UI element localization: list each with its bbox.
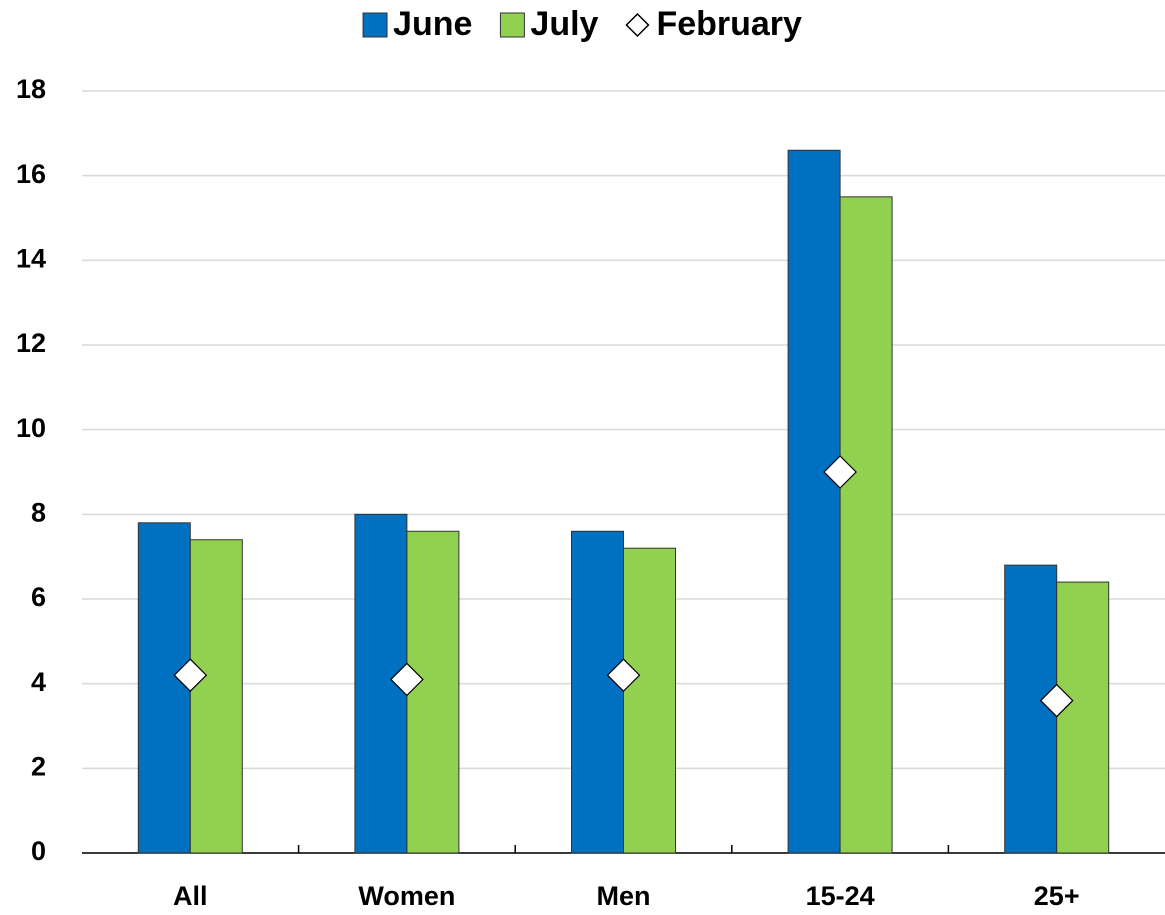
diamond-marker (1039, 683, 1074, 718)
legend-label: July (530, 5, 598, 43)
x-tick-label: Women (358, 881, 455, 911)
y-tick-label: 16 (16, 159, 46, 189)
diamond-marker (823, 455, 857, 489)
bar (839, 196, 893, 854)
y-tick-label: 0 (31, 836, 46, 866)
y-tick-label: 4 (31, 667, 46, 697)
x-tick-label: All (173, 881, 208, 911)
x-tick-label: 25+ (1034, 881, 1080, 911)
y-tick-label: 2 (31, 751, 46, 781)
diamond-marker (606, 658, 641, 693)
bar (189, 539, 243, 854)
legend-label: June (393, 5, 472, 43)
bar (137, 522, 191, 854)
y-tick-label: 10 (16, 413, 46, 443)
legend-marker (499, 12, 525, 38)
y-tick-label: 18 (16, 74, 46, 104)
bar (1056, 581, 1110, 854)
y-tick-label: 6 (31, 582, 46, 612)
legend-marker (625, 12, 650, 38)
bar (787, 149, 841, 854)
bar (571, 530, 624, 854)
legend: June July February (362, 5, 802, 43)
legend-marker (362, 12, 388, 38)
y-tick-label: 12 (16, 328, 46, 358)
bar (623, 547, 676, 854)
diamond-marker (173, 658, 208, 693)
x-tick-label: Men (597, 881, 651, 911)
legend-label: February (656, 5, 802, 43)
diamond-marker (390, 662, 424, 697)
x-tick-label: 15-24 (806, 881, 875, 911)
y-tick-label: 8 (31, 497, 46, 527)
y-tick-label: 14 (16, 243, 46, 273)
bar (406, 530, 460, 854)
